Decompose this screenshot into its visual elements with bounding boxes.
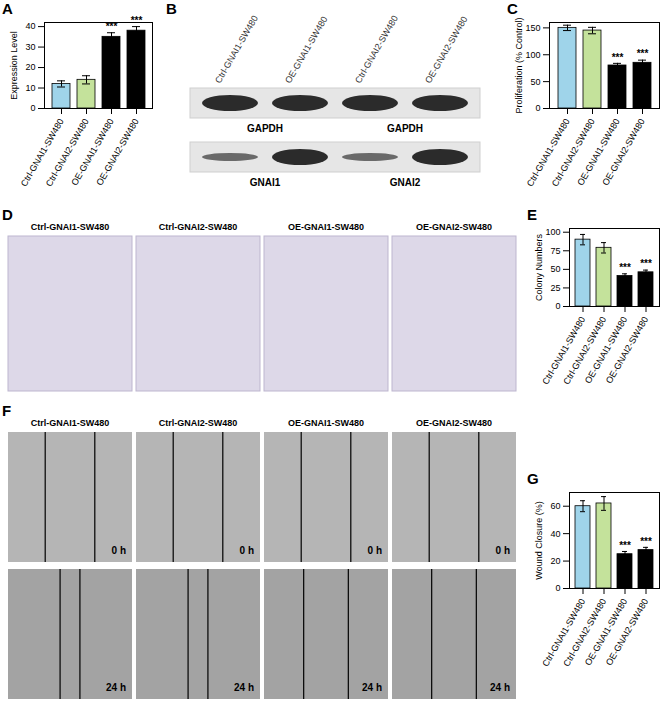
svg-text:100: 100 bbox=[545, 227, 560, 237]
svg-text:***: *** bbox=[131, 15, 143, 26]
svg-text:50: 50 bbox=[550, 264, 560, 274]
svg-text:60: 60 bbox=[550, 501, 560, 511]
svg-text:20: 20 bbox=[25, 62, 35, 72]
svg-text:Ctrl-GNAI2-SW480: Ctrl-GNAI2-SW480 bbox=[561, 596, 609, 669]
svg-text:40: 40 bbox=[25, 21, 35, 31]
html-text:F: F bbox=[2, 402, 12, 419]
svg-text:0: 0 bbox=[30, 103, 35, 113]
svg-text:Proliferation (% Control): Proliferation (% Control) bbox=[514, 17, 524, 113]
svg-text:OE-GNAI1-SW480: OE-GNAI1-SW480 bbox=[582, 314, 630, 386]
svg-text:OE-GNAI2-SW480: OE-GNAI2-SW480 bbox=[604, 315, 650, 385]
svg-text:GAPDH: GAPDH bbox=[387, 123, 423, 134]
svg-text:Ctrl-GNAI1-SW480: Ctrl-GNAI1-SW480 bbox=[31, 418, 110, 428]
svg-text:Ctrl-GNAI1-SW480: Ctrl-GNAI1-SW480 bbox=[540, 596, 588, 669]
svg-text:0 h: 0 h bbox=[496, 545, 510, 556]
svg-text:0 h: 0 h bbox=[112, 545, 126, 556]
svg-text:OE-GNAI1-SW480: OE-GNAI1-SW480 bbox=[283, 15, 329, 85]
svg-text:OE-GNAI1-SW480: OE-GNAI1-SW480 bbox=[582, 596, 630, 668]
svg-text:Ctrl-GNAI2-SW480: Ctrl-GNAI2-SW480 bbox=[159, 222, 238, 232]
html-text:B: B bbox=[166, 0, 177, 17]
svg-text:***: *** bbox=[619, 540, 631, 551]
svg-text:0: 0 bbox=[535, 103, 540, 113]
svg-text:Ctrl-GNAI1-SW480: Ctrl-GNAI1-SW480 bbox=[525, 117, 572, 188]
svg-text:24 h: 24 h bbox=[106, 682, 126, 693]
svg-text:150: 150 bbox=[525, 23, 540, 33]
svg-text:OE-GNAI1-SW480: OE-GNAI1-SW480 bbox=[69, 116, 116, 188]
svg-text:40: 40 bbox=[550, 529, 560, 539]
html-text:D: D bbox=[2, 206, 13, 223]
html-text:C: C bbox=[507, 0, 518, 17]
svg-text:OE-GNAI2-SW480: OE-GNAI2-SW480 bbox=[94, 117, 140, 187]
svg-text:50: 50 bbox=[530, 77, 540, 87]
svg-text:Wound Closure (%): Wound Closure (%) bbox=[534, 501, 544, 579]
html-text:A: A bbox=[2, 0, 13, 17]
svg-text:0: 0 bbox=[555, 301, 560, 311]
svg-text:***: *** bbox=[640, 536, 652, 547]
svg-text:OE-GNAI2-SW480: OE-GNAI2-SW480 bbox=[416, 418, 492, 428]
svg-text:100: 100 bbox=[525, 50, 540, 60]
svg-text:10: 10 bbox=[25, 83, 35, 93]
svg-text:30: 30 bbox=[25, 42, 35, 52]
svg-text:24 h: 24 h bbox=[362, 682, 382, 693]
svg-text:0 h: 0 h bbox=[368, 545, 382, 556]
svg-text:75: 75 bbox=[550, 246, 560, 256]
svg-text:GNAI1: GNAI1 bbox=[250, 177, 281, 188]
svg-text:Ctrl-GNAI2-SW480: Ctrl-GNAI2-SW480 bbox=[561, 314, 609, 387]
svg-text:Ctrl-GNAI2-SW480: Ctrl-GNAI2-SW480 bbox=[353, 14, 400, 85]
svg-text:0: 0 bbox=[555, 583, 560, 593]
svg-text:Expression Level: Expression Level bbox=[9, 31, 19, 100]
svg-text:OE-GNAI1-SW480: OE-GNAI1-SW480 bbox=[288, 418, 364, 428]
svg-text:Ctrl-GNAI1-SW480: Ctrl-GNAI1-SW480 bbox=[19, 117, 66, 188]
svg-text:24 h: 24 h bbox=[234, 682, 254, 693]
svg-text:25: 25 bbox=[550, 283, 560, 293]
svg-text:OE-GNAI1-SW480: OE-GNAI1-SW480 bbox=[575, 116, 622, 188]
svg-text:Ctrl-GNAI2-SW480: Ctrl-GNAI2-SW480 bbox=[159, 418, 238, 428]
html-text:E: E bbox=[527, 206, 537, 223]
svg-text:***: *** bbox=[612, 52, 624, 63]
svg-text:OE-GNAI1-SW480: OE-GNAI1-SW480 bbox=[288, 222, 364, 232]
svg-text:GNAI2: GNAI2 bbox=[390, 177, 421, 188]
svg-text:20: 20 bbox=[550, 556, 560, 566]
html-text:G: G bbox=[527, 470, 539, 487]
svg-text:***: *** bbox=[640, 258, 652, 269]
svg-text:Ctrl-GNAI1-SW480: Ctrl-GNAI1-SW480 bbox=[213, 14, 260, 85]
svg-text:Ctrl-GNAI2-SW480: Ctrl-GNAI2-SW480 bbox=[44, 117, 91, 188]
svg-text:Ctrl-GNAI2-SW480: Ctrl-GNAI2-SW480 bbox=[550, 117, 597, 188]
svg-text:***: *** bbox=[637, 48, 649, 59]
svg-text:***: *** bbox=[619, 262, 631, 273]
svg-text:OE-GNAI2-SW480: OE-GNAI2-SW480 bbox=[604, 597, 650, 667]
svg-text:Ctrl-GNAI1-SW480: Ctrl-GNAI1-SW480 bbox=[31, 222, 110, 232]
svg-text:Ctrl-GNAI1-SW480: Ctrl-GNAI1-SW480 bbox=[540, 314, 588, 387]
svg-text:24 h: 24 h bbox=[490, 682, 510, 693]
svg-text:OE-GNAI2-SW480: OE-GNAI2-SW480 bbox=[416, 222, 492, 232]
svg-text:GAPDH: GAPDH bbox=[247, 123, 283, 134]
svg-text:OE-GNAI2-SW480: OE-GNAI2-SW480 bbox=[423, 15, 469, 85]
svg-text:Colony Numbers: Colony Numbers bbox=[534, 233, 544, 301]
svg-text:OE-GNAI2-SW480: OE-GNAI2-SW480 bbox=[600, 117, 646, 187]
svg-text:0 h: 0 h bbox=[240, 545, 254, 556]
